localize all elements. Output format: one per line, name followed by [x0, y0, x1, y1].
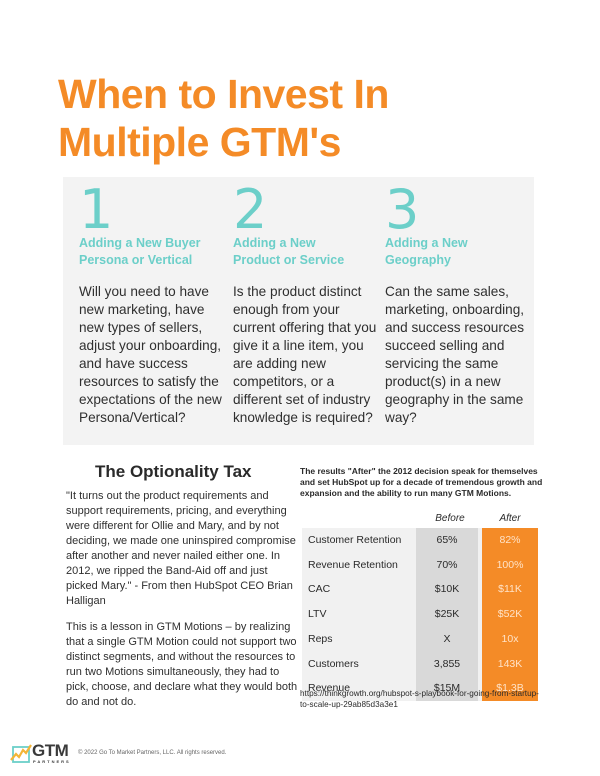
metric-label: Customer Retention: [308, 534, 402, 546]
step-body: Will you need to have new marketing, hav…: [79, 284, 222, 425]
table-row: LTV $25K $52K: [302, 602, 538, 627]
header-before: Before: [435, 513, 465, 524]
gtm-partners-logo: GTM PARTNERS: [10, 741, 72, 766]
copyright: © 2022 Go To Market Partners, LLC. All r…: [78, 750, 227, 756]
results-intro: The results "After" the 2012 decision sp…: [300, 466, 543, 498]
step-heading-line-1: Adding a New: [385, 236, 468, 250]
step-heading-line-2: Persona or Vertical: [79, 253, 193, 267]
before-value: 70%: [436, 558, 458, 571]
table-row: Customer Retention 65% 82%: [302, 528, 538, 553]
before-value: 65%: [436, 534, 458, 546]
chart-trend-icon: [10, 744, 32, 763]
table-row: Customers 3,855 143K: [302, 652, 538, 677]
step-number: 1: [79, 178, 114, 241]
metric-label: LTV: [308, 608, 327, 621]
page-title: When to Invest In Multiple GTM's: [58, 70, 389, 166]
before-value: $10K: [434, 583, 460, 596]
criteria-column-2: 2 Adding a New Product or Service Is the…: [233, 177, 385, 427]
logo-subtext: PARTNERS: [33, 759, 71, 764]
after-value: $11K: [498, 583, 522, 596]
table-row: CAC $10K $11K: [302, 577, 538, 602]
after-column-bg: [482, 528, 538, 701]
after-value: $52K: [497, 608, 523, 621]
metric-label: Revenue: [308, 682, 351, 695]
title-line-1: When to Invest In: [58, 71, 389, 117]
after-value: 100%: [496, 558, 524, 571]
criteria-column-3: 3 Adding a New Geography Can the same sa…: [385, 177, 535, 427]
step-number: 3: [385, 178, 420, 241]
source-link[interactable]: https://thinkgrowth.org/hubspot-s-playbo…: [300, 689, 539, 709]
logo-text: GTM: [32, 741, 69, 760]
optionality-title: The Optionality Tax: [95, 462, 252, 481]
after-value: 10x: [501, 632, 519, 645]
table-row: Reps X 10x: [302, 627, 538, 652]
table-row: Revenue $15M $1.3B: [302, 676, 538, 701]
before-value: 3,855: [433, 657, 461, 670]
after-value: 143K: [497, 657, 523, 670]
criteria-column-1: 1 Adding a New Buyer Persona or Vertical…: [79, 177, 229, 427]
metric-label: Revenue Retention: [308, 558, 398, 571]
before-value: X: [443, 632, 451, 645]
before-value: $25K: [434, 608, 460, 621]
criteria-panel: 1 Adding a New Buyer Persona or Vertical…: [63, 177, 534, 445]
before-column-bg: [416, 528, 478, 701]
results-table-body: Customer Retention 65% 82% Revenue Reten…: [302, 528, 538, 701]
results-table: Before After Customer Retention 65% 82% …: [302, 513, 538, 701]
after-value: 82%: [499, 534, 521, 546]
step-heading-line-1: Adding a New Buyer: [79, 236, 201, 250]
header-after: After: [499, 513, 521, 524]
metric-label: CAC: [308, 583, 331, 596]
step-heading: Adding a New Buyer Persona or Vertical: [79, 235, 229, 269]
metric-label: Customers: [308, 657, 359, 670]
metric-label: Reps: [308, 632, 333, 645]
step-body: Is the product distinct enough from your…: [233, 284, 377, 425]
halligan-quote: "It turns out the product requirements a…: [66, 490, 296, 607]
step-heading-line-2: Geography: [385, 253, 451, 267]
table-row: Revenue Retention 70% 100%: [302, 553, 538, 578]
step-heading-line-2: Product or Service: [233, 253, 345, 267]
step-heading: Adding a New Geography: [385, 235, 535, 269]
step-body: Can the same sales, marketing, onboardin…: [385, 284, 525, 425]
lesson-paragraph: This is a lesson in GTM Motions – by rea…: [66, 621, 298, 708]
step-heading: Adding a New Product or Service: [233, 235, 385, 269]
before-value: $15M: [433, 682, 461, 695]
title-line-2: Multiple GTM's: [58, 119, 341, 165]
step-heading-line-1: Adding a New: [233, 236, 316, 250]
step-number: 2: [233, 178, 268, 241]
results-table-header: Before After: [302, 513, 538, 528]
after-value: $1.3B: [496, 682, 524, 695]
